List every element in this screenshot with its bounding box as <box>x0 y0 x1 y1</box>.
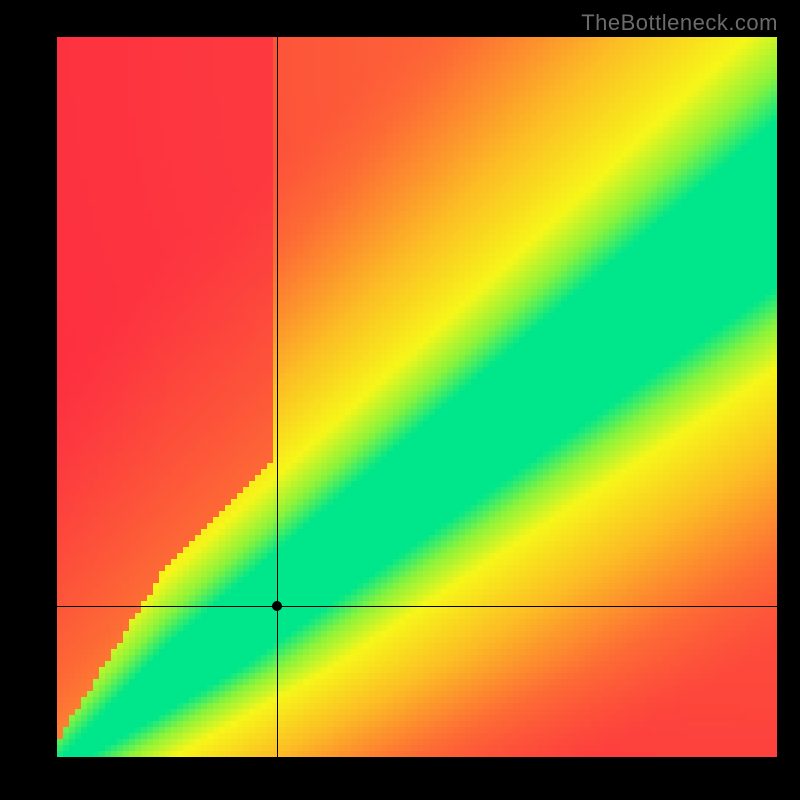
watermark-text: TheBottleneck.com <box>581 10 778 36</box>
crosshair-horizontal <box>57 606 777 607</box>
heatmap-canvas <box>57 37 777 757</box>
heatmap-plot-area <box>57 37 777 757</box>
data-point-marker <box>272 601 282 611</box>
crosshair-vertical <box>277 37 278 757</box>
